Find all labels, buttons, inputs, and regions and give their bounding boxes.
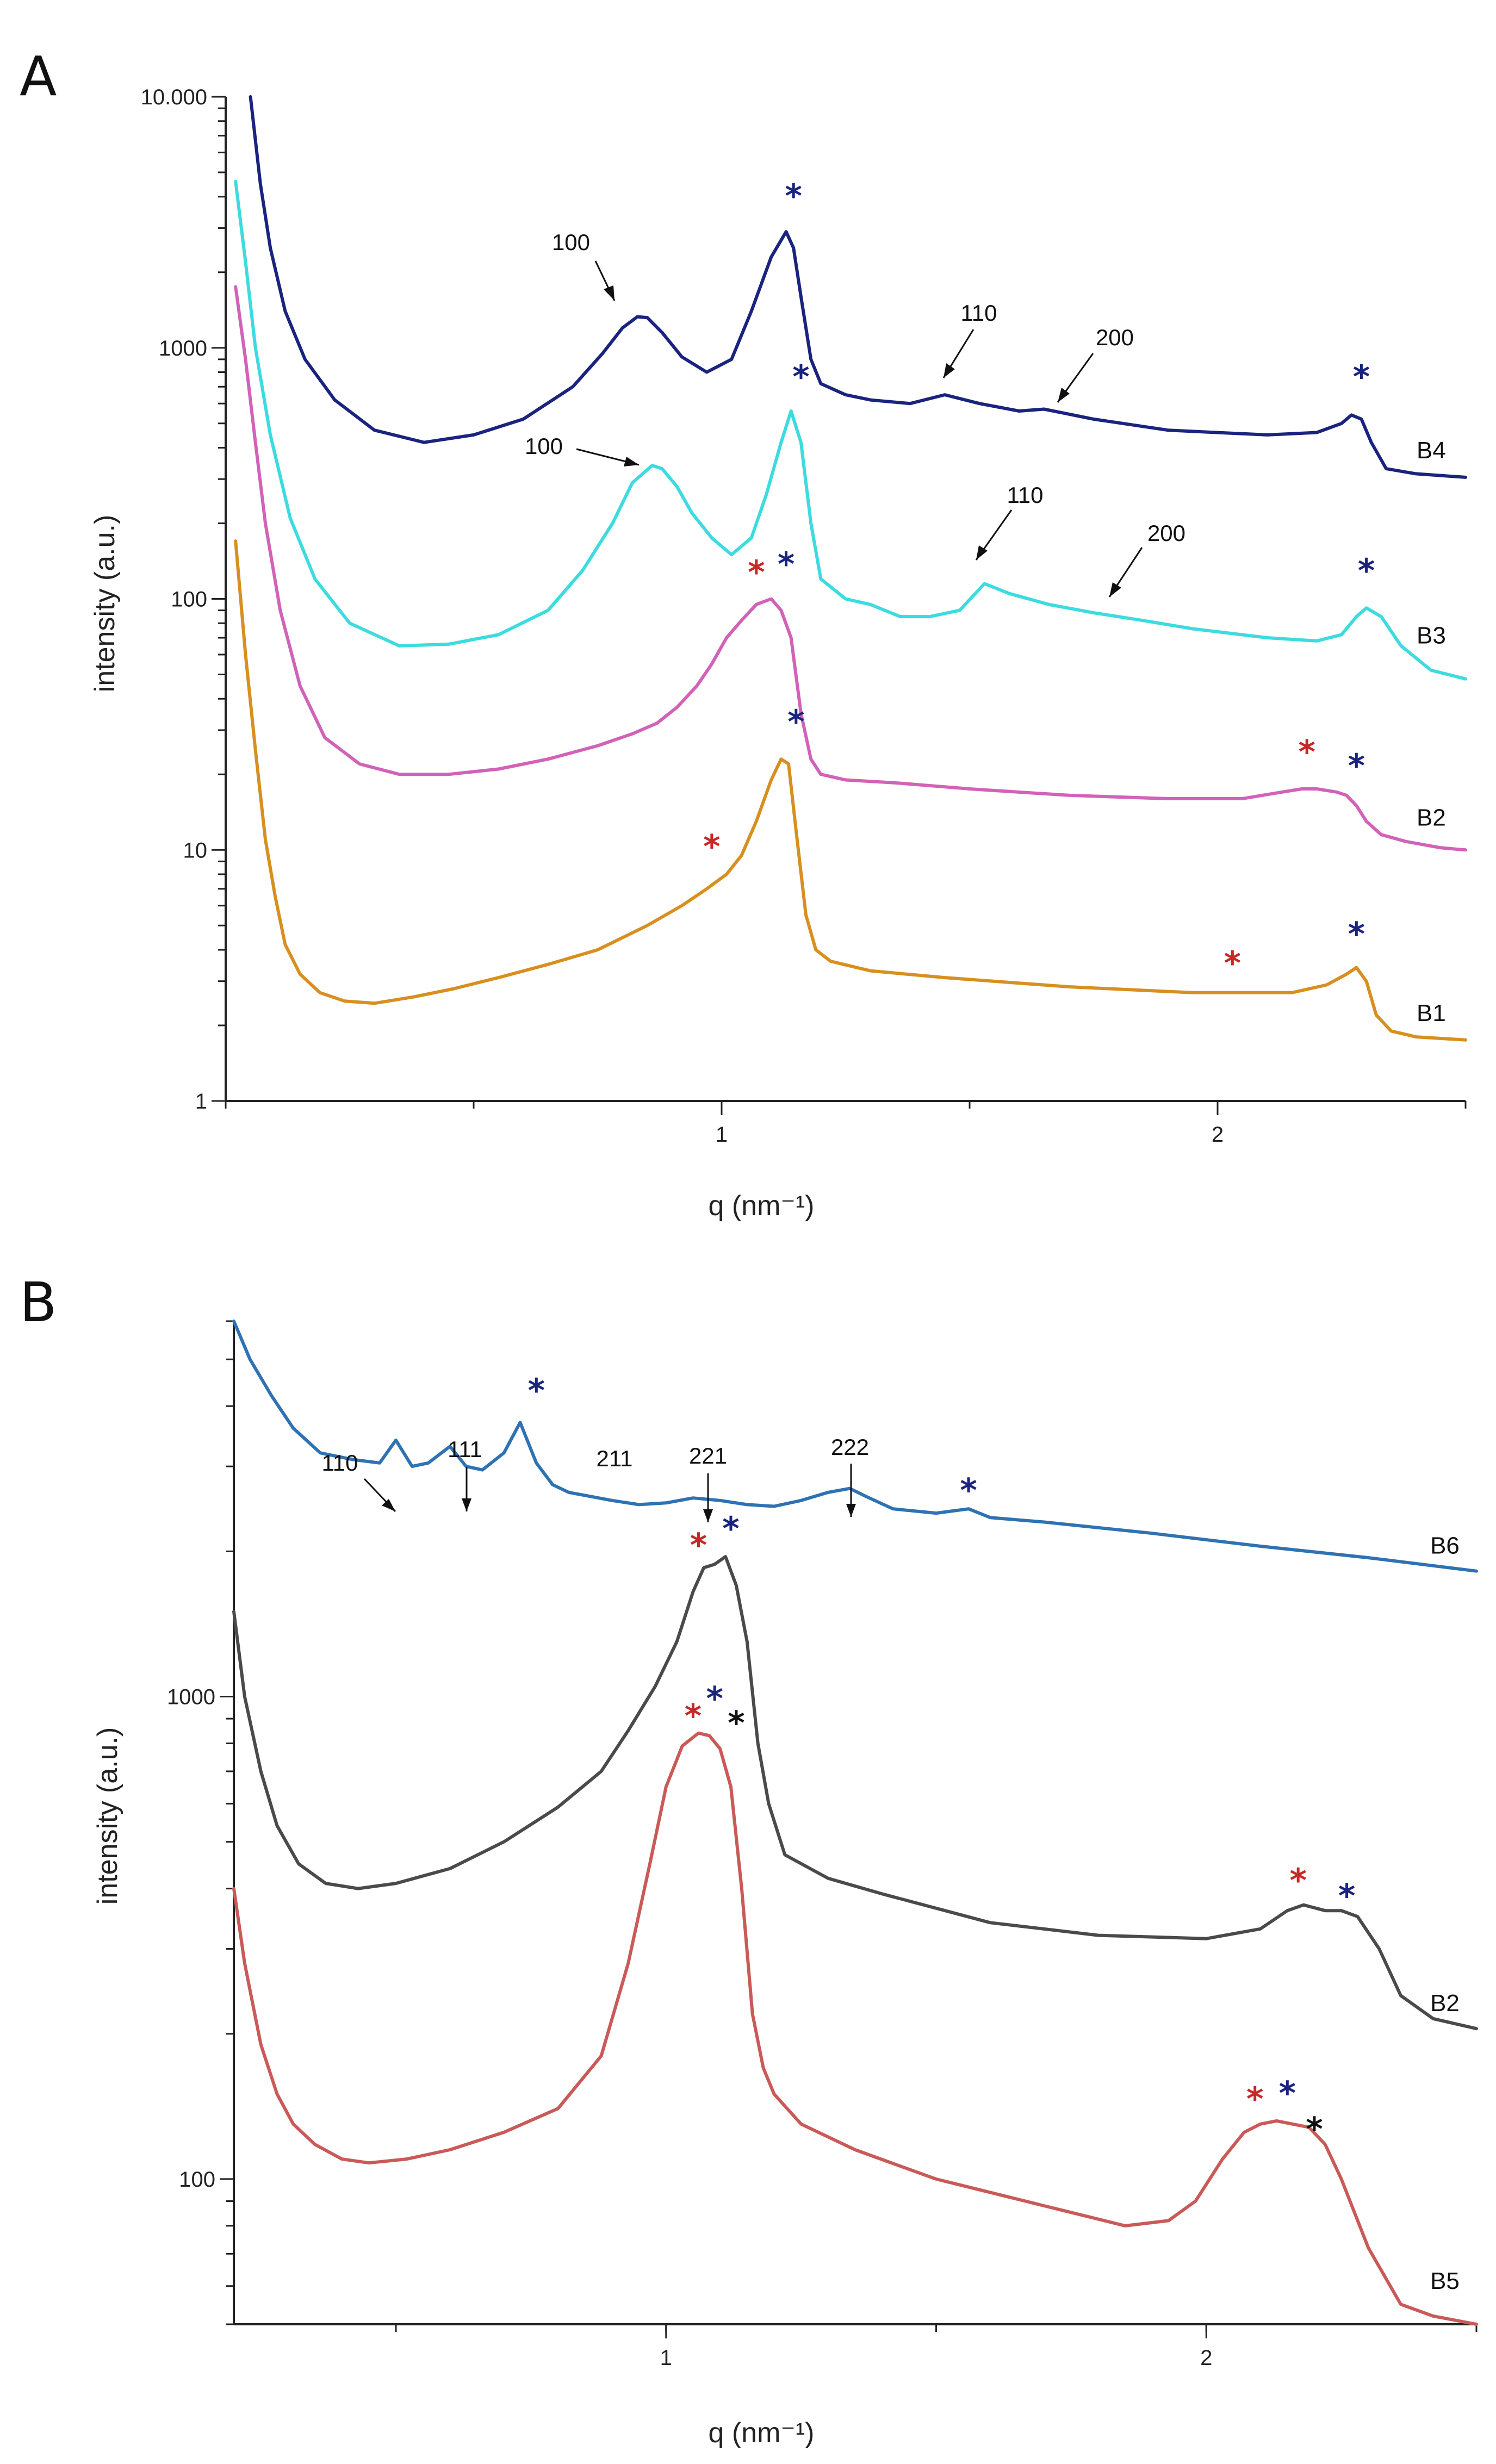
arrowhead-a-b3-100: [624, 457, 639, 466]
peak-marker-b: *: [528, 1372, 545, 1410]
peak-marker-a: *: [778, 545, 794, 583]
series-a-b1-label: B1: [1417, 1000, 1446, 1026]
chart-b-y-tick-label: 1000: [167, 1685, 215, 1709]
annot-b-b6-211: 211: [597, 1446, 633, 1471]
annot-a-b4-100: 100: [552, 229, 590, 255]
arrowhead-a-b3-110: [976, 545, 988, 560]
peak-marker-a: *: [1353, 358, 1370, 396]
series-a-b3-label: B3: [1417, 623, 1446, 649]
series-b-b2-label: B2: [1430, 1990, 1460, 2017]
arrowhead-a-b3-200: [1109, 582, 1121, 597]
annot-b-b6-221: 221: [689, 1443, 727, 1469]
arrowhead-b-b6-110: [382, 1499, 395, 1511]
peak-marker-b: *: [1338, 1877, 1355, 1915]
arrowhead-b-b6-221: [703, 1509, 713, 1522]
arrowhead-a-b4-100: [604, 285, 614, 301]
series-b-b6-line: [232, 1320, 1478, 1573]
peak-marker-b: *: [1246, 2080, 1263, 2118]
annotation-arrows-a: [576, 260, 1143, 598]
series-a-b1-line: [234, 539, 1467, 1042]
chart-a: q (nm⁻¹) intensity (a.u.) 110100100010.0…: [89, 85, 1467, 1222]
series-b-b2-line: [232, 1555, 1478, 2031]
chart-a-y-tick-label: 1: [195, 1090, 207, 1113]
annot-b-b6-110: 110: [322, 1450, 358, 1476]
peak-marker-a: *: [785, 177, 802, 215]
peak-marker-a: *: [748, 553, 765, 592]
peak-marker-b: *: [728, 1704, 744, 1742]
chart-a-y-tick-label: 100: [171, 588, 207, 612]
arrowheads-a: [604, 285, 1121, 597]
peak-marker-b: *: [1279, 2075, 1296, 2113]
series-a-b4-line: [249, 95, 1467, 479]
chart-b-ylabel: intensity (a.u.): [92, 1727, 123, 1905]
series-b-b5-label: B5: [1430, 2268, 1460, 2294]
panel-letter-b: B: [20, 1271, 57, 1334]
annot-b-b6-222: 222: [831, 1434, 869, 1460]
arrowhead-b-b6-222: [846, 1504, 856, 1517]
arrowhead-b-b6-111: [462, 1498, 471, 1511]
peak-marker-a: *: [703, 827, 720, 866]
annot-a-b4-200: 200: [1096, 325, 1134, 350]
annot-a-b3-200: 200: [1147, 520, 1185, 546]
chart-a-y-tick-label: 10: [183, 838, 208, 862]
peak-marker-b: *: [960, 1472, 977, 1510]
peak-marker-b: *: [685, 1697, 702, 1735]
series-a-b2-label: B2: [1417, 804, 1446, 831]
chart-b-xlabel: q (nm⁻¹): [709, 2417, 815, 2449]
chart-a-x-tick-label: 1: [716, 1123, 728, 1147]
annotation-arrows-b: [363, 1464, 852, 1522]
chart-a-ylabel: intensity (a.u.): [89, 515, 121, 693]
series-b-b5-line: [232, 1731, 1478, 2326]
peak-marker-b: *: [706, 1680, 723, 1718]
arrowhead-a-b4-110: [943, 363, 955, 378]
chart-b-y-tick-label: 100: [179, 2168, 215, 2192]
chart-b: q (nm⁻¹) intensity (a.u.) 100 1000 1 2 B6 B2 B…: [92, 1320, 1478, 2449]
chart-b-x-tick-label: 2: [1200, 2346, 1212, 2370]
annot-a-b4-110: 110: [961, 300, 997, 326]
chart-b-x-tick-label: 1: [660, 2346, 672, 2370]
peak-marker-a: *: [1298, 733, 1315, 771]
peak-marker-a: *: [787, 703, 804, 741]
peak-marker-b: *: [690, 1526, 707, 1564]
chart-a-xlabel: q (nm⁻¹): [709, 1190, 815, 1222]
arrowhead-a-b4-200: [1058, 388, 1070, 402]
chart-a-y-tick-label: 10.000: [141, 85, 207, 109]
panel-letter-a: A: [20, 45, 57, 108]
peak-marker-a: *: [1224, 944, 1241, 982]
chart-a-y-tick-label: 1000: [159, 337, 207, 360]
chart-a-x-tick-label: 2: [1212, 1123, 1224, 1147]
peak-marker-a: *: [1348, 747, 1365, 785]
annot-a-b3-100: 100: [525, 433, 563, 459]
peak-marker-b: *: [1306, 2111, 1323, 2149]
series-a-b2-line: [234, 285, 1467, 852]
series-a-b4-label: B4: [1417, 437, 1446, 464]
peak-marker-b: *: [1289, 1862, 1306, 1900]
peak-marker-b: *: [722, 1510, 739, 1548]
peak-marker-a: *: [792, 358, 809, 396]
peak-marker-a: *: [1348, 916, 1365, 954]
arrowheads-b: [382, 1498, 856, 1522]
annot-a-b3-110: 110: [1007, 482, 1044, 508]
series-a-b3-line: [234, 179, 1467, 681]
annot-b-b6-111: 111: [448, 1436, 482, 1462]
peak-marker-a: *: [1358, 552, 1375, 590]
series-b-b6-label: B6: [1430, 1533, 1460, 1559]
